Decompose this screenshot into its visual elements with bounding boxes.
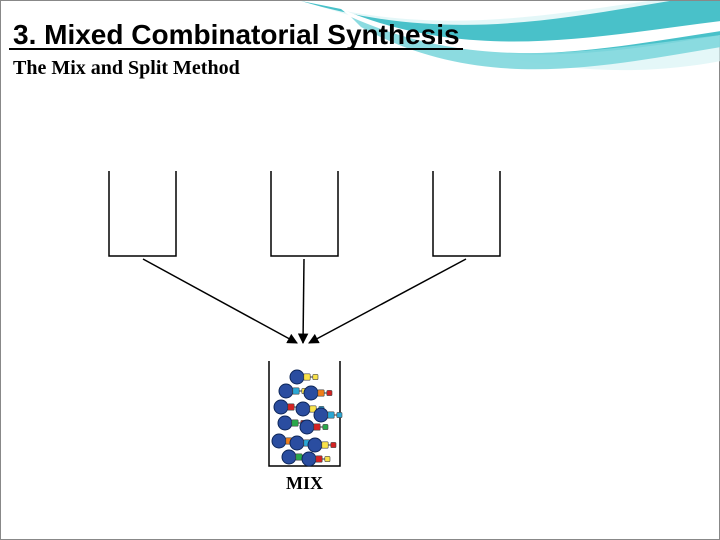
mix-label: MIX — [286, 473, 323, 494]
diagram-layer — [1, 1, 720, 540]
decorative-swoosh — [1, 1, 720, 540]
slide-subtitle: The Mix and Split Method — [13, 57, 240, 80]
slide: 3. Mixed Combinatorial Synthesis The Mix… — [0, 0, 720, 540]
slide-title: 3. Mixed Combinatorial Synthesis — [13, 19, 460, 51]
